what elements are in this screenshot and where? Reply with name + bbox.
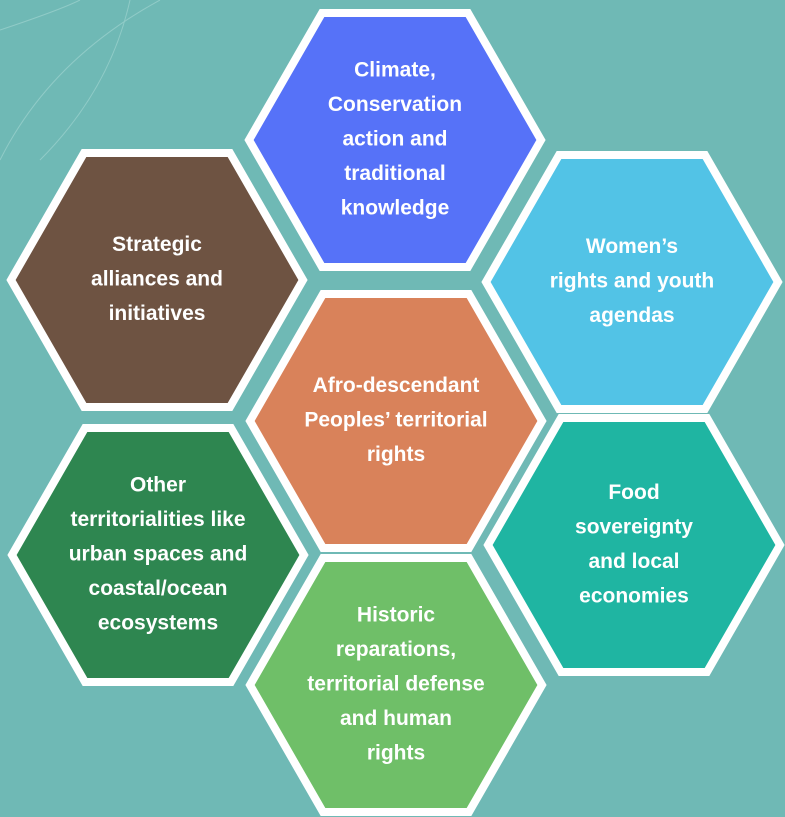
hexagon-shape: [245, 554, 547, 816]
hexagon: Historic reparations, territorial defense a…: [245, 554, 547, 816]
hexagon-label-line: Strategic: [112, 233, 202, 256]
hexagon-label-line: Historic: [357, 604, 436, 627]
hexagon-label-line: action and: [342, 128, 447, 151]
hexagon-label-line: knowledge: [341, 197, 450, 220]
hexagon-label-line: territorial defense: [307, 673, 484, 696]
hexagon-label-line: alliances and: [91, 268, 223, 291]
hexagon-label-line: agendas: [589, 304, 674, 327]
hexagon: Food sovereignty and local economies: [483, 414, 785, 676]
hexagon-label-line: rights: [367, 443, 425, 466]
decor-curve: [0, 0, 161, 161]
hexagon-label-line: traditional: [344, 162, 446, 185]
hexagon-shape: [6, 149, 308, 411]
hexagon: Afro-descendant Peoples’ territorial right…: [245, 290, 547, 552]
decor-curve: [39, 0, 131, 161]
hexagon-label-line: rights and youth: [550, 270, 715, 293]
hexagon-group: Climate, Conservation action and traditiona…: [6, 9, 785, 816]
hexagon-label-line: Other: [130, 474, 186, 497]
hexagon-shape: [245, 290, 547, 552]
hexagon-label-line: reparations,: [336, 638, 456, 661]
hexagon-label-line: economies: [579, 584, 689, 607]
hexagon: Other territorialities like urban spaces a…: [7, 424, 309, 686]
hexagon: Climate, Conservation action and traditiona…: [244, 9, 546, 271]
hexagon-label-line: Peoples’ territorial: [304, 409, 487, 432]
hexagon: Women’s rights and youth agendas: [481, 151, 783, 413]
hexagon-label-line: ecosystems: [98, 612, 218, 635]
hexagon-label-line: Women’s: [586, 235, 678, 258]
hexagon-label-line: rights: [367, 742, 425, 765]
decor-curve: [0, 0, 81, 31]
hexagon-label-line: urban spaces and: [69, 543, 248, 566]
hexagon-shape: [244, 9, 546, 271]
hexagon-label-line: initiatives: [109, 302, 206, 325]
hexagon-label-line: Climate,: [354, 59, 436, 82]
hexagon: Strategic alliances and initiatives: [6, 149, 308, 411]
hexagon-label-line: and human: [340, 707, 452, 730]
hexagon-shape: [483, 414, 785, 676]
hexagon-label-line: Afro-descendant: [313, 374, 480, 397]
hexagon-shape: [7, 424, 309, 686]
hexagon-label-line: coastal/ocean: [89, 577, 228, 600]
decor-curves: [0, 0, 161, 161]
hexagon-label-line: sovereignty: [575, 515, 693, 538]
hexagon-label-line: Conservation: [328, 93, 462, 116]
hexagon-label-line: and local: [588, 550, 679, 573]
hexagon-label-line: territorialities like: [70, 508, 245, 531]
hexagon-shape: [481, 151, 783, 413]
hexagon-label-line: Food: [608, 481, 659, 504]
